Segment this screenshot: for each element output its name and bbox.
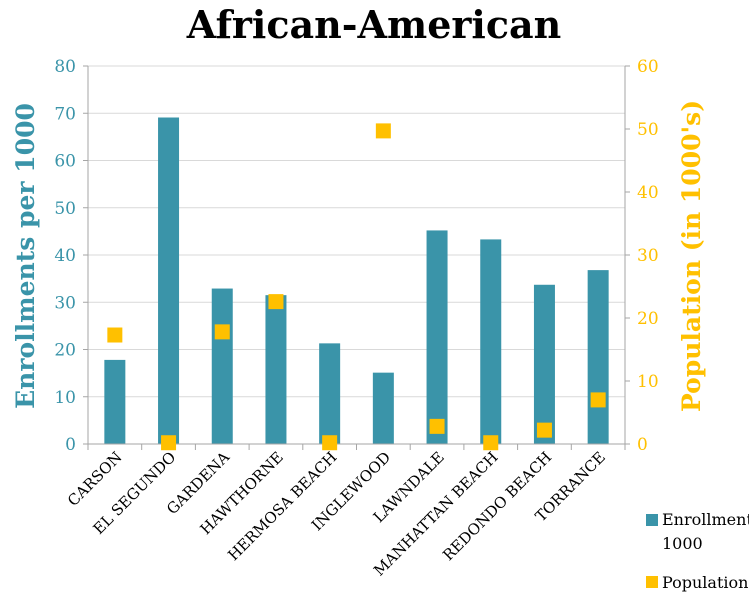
legend: Enrollments pe 1000 Population [646,510,749,592]
legend-swatch-population [646,576,658,588]
legend-label-population: Population [662,573,748,592]
population-point [107,327,123,343]
right-tick-label: 0 [637,435,648,455]
right-tick-label: 10 [637,372,659,392]
population-point [590,392,606,408]
population-point [375,123,391,139]
legend-swatch-enrollments [646,514,658,526]
y-axis-title: Enrollments per 1000 [11,103,40,409]
population-point [322,435,338,451]
population-markers [107,123,606,451]
axes [83,65,630,450]
left-tick-label: 50 [54,199,76,219]
left-tick-label: 40 [54,246,76,266]
bar [587,270,609,444]
legend-label-enrollments: 1000 [662,534,703,553]
bar [104,359,126,444]
bar [426,230,448,444]
left-tick-label: 30 [54,293,76,313]
enrollment-bars [104,117,609,444]
bar [319,343,341,444]
bar [480,239,502,444]
right-tick-label: 60 [637,57,659,77]
population-point [214,324,230,340]
right-tick-label: 30 [637,246,659,266]
y2-axis-title: Population (in 1000's) [677,100,706,412]
population-point [536,422,552,438]
left-tick-label: 0 [65,435,76,455]
right-tick-label: 20 [637,309,659,329]
population-point [483,435,499,451]
bar [372,372,394,444]
bar [533,284,555,444]
right-tick-label: 40 [637,183,659,203]
left-tick-label: 60 [54,152,76,172]
left-tick-label: 70 [54,104,76,124]
population-point [429,418,445,434]
left-tick-label: 80 [54,57,76,77]
tick-labels: 0 10 20 30 40 50 60 70 80 0 10 20 30 40 50 60 [54,57,658,455]
population-point [161,435,177,451]
chart-title: African-American [186,2,562,47]
left-tick-label: 10 [54,388,76,408]
left-tick-label: 20 [54,341,76,361]
legend-label-enrollments: Enrollments pe [662,510,749,529]
bar [158,117,180,444]
right-tick-label: 50 [637,120,659,140]
population-point [268,294,284,310]
bar [265,295,287,444]
bar [211,288,233,444]
